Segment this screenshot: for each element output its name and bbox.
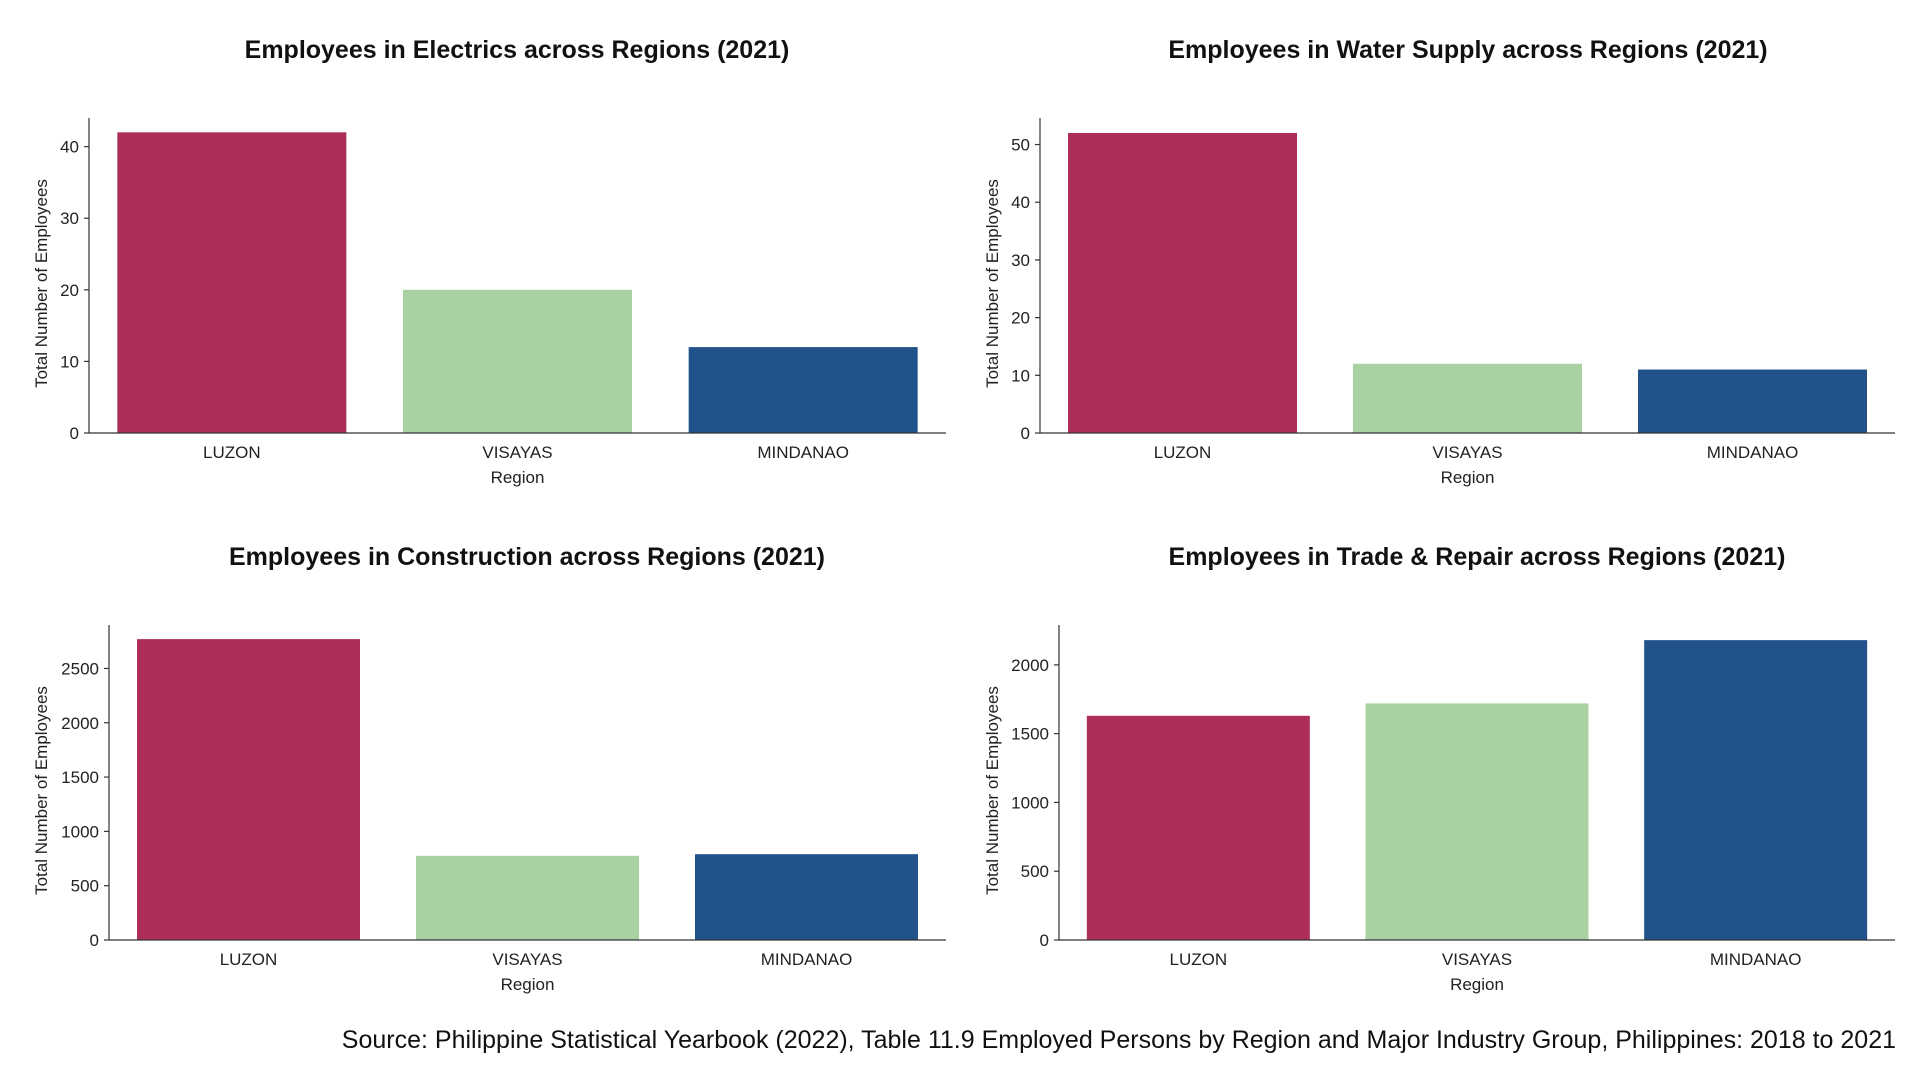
x-tick-label: MINDANAO — [1707, 443, 1799, 462]
bar-visayas — [1353, 363, 1582, 433]
y-tick-label: 2000 — [1011, 656, 1049, 675]
y-tick-label: 10 — [1011, 366, 1030, 385]
x-tick-label: LUZON — [1170, 950, 1228, 969]
x-tick-label: MINDANAO — [761, 950, 853, 969]
y-axis-label: Total Number of Employees — [983, 179, 1002, 388]
bar-luzon — [137, 639, 360, 940]
bar-mindanao — [1644, 640, 1868, 940]
y-axis-label: Total Number of Employees — [32, 686, 51, 895]
x-axis-label: Region — [491, 468, 545, 487]
y-axis-label: Total Number of Employees — [983, 686, 1002, 895]
chart-panel-4: Employees in Trade & Repair across Regio… — [983, 543, 1895, 994]
y-tick-label: 1000 — [61, 822, 99, 841]
chart-panel-2: Employees in Water Supply across Regions… — [983, 36, 1895, 487]
y-tick-label: 40 — [60, 138, 79, 157]
bar-visayas — [403, 289, 632, 433]
y-tick-label: 0 — [70, 424, 79, 443]
bar-luzon — [1068, 133, 1297, 433]
bar-luzon — [1086, 715, 1310, 940]
y-tick-label: 20 — [60, 281, 79, 300]
x-tick-label: VISAYAS — [482, 443, 552, 462]
chart-title: Employees in Water Supply across Regions… — [1168, 36, 1767, 64]
x-tick-label: LUZON — [203, 443, 261, 462]
y-tick-label: 0 — [1021, 424, 1030, 443]
y-tick-label: 2500 — [61, 659, 99, 678]
bar-mindanao — [695, 854, 918, 940]
y-tick-label: 20 — [1011, 309, 1030, 328]
chart-panel-1: Employees in Electrics across Regions (2… — [32, 36, 946, 487]
bar-visayas — [416, 855, 639, 940]
x-tick-label: MINDANAO — [757, 443, 849, 462]
bar-luzon — [117, 132, 347, 433]
y-axis-label: Total Number of Employees — [32, 179, 51, 388]
bar-visayas — [1365, 703, 1589, 940]
y-tick-label: 500 — [71, 877, 99, 896]
bar-mindanao — [1638, 369, 1867, 433]
bar-mindanao — [688, 347, 918, 433]
chart-panel-3: Employees in Construction across Regions… — [32, 543, 946, 994]
x-tick-label: VISAYAS — [492, 950, 562, 969]
y-tick-label: 50 — [1011, 136, 1030, 155]
y-tick-label: 500 — [1021, 862, 1049, 881]
chart-title: Employees in Trade & Repair across Regio… — [1169, 543, 1786, 571]
chart-title: Employees in Construction across Regions… — [229, 543, 825, 571]
source-note: Source: Philippine Statistical Yearbook … — [341, 1026, 1896, 1054]
y-tick-label: 1000 — [1011, 793, 1049, 812]
y-tick-label: 0 — [90, 931, 99, 950]
x-tick-label: VISAYAS — [1432, 443, 1502, 462]
x-axis-label: Region — [501, 975, 555, 994]
x-axis-label: Region — [1441, 468, 1495, 487]
y-tick-label: 10 — [60, 352, 79, 371]
y-tick-label: 1500 — [61, 768, 99, 787]
x-tick-label: LUZON — [220, 950, 278, 969]
x-tick-label: MINDANAO — [1710, 950, 1802, 969]
y-tick-label: 1500 — [1011, 725, 1049, 744]
x-tick-label: LUZON — [1154, 443, 1212, 462]
y-tick-label: 30 — [1011, 251, 1030, 270]
x-axis-label: Region — [1450, 975, 1504, 994]
y-tick-label: 40 — [1011, 193, 1030, 212]
x-tick-label: VISAYAS — [1442, 950, 1512, 969]
y-tick-label: 2000 — [61, 714, 99, 733]
y-tick-label: 0 — [1040, 931, 1049, 950]
chart-title: Employees in Electrics across Regions (2… — [245, 36, 790, 64]
y-tick-label: 30 — [60, 209, 79, 228]
